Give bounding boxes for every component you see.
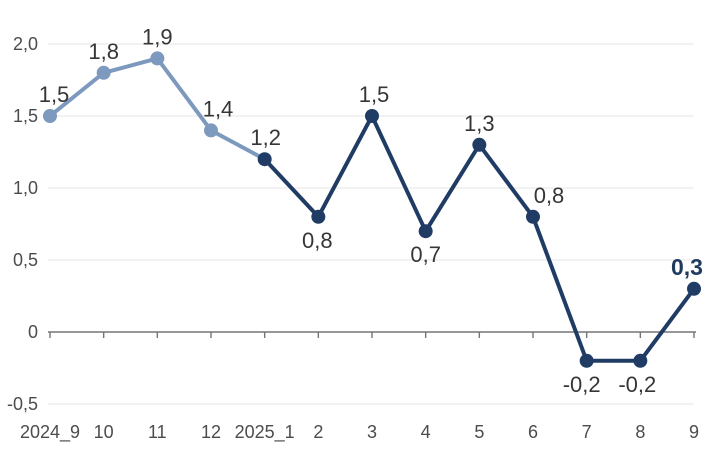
data-point-label: 1,5 <box>359 82 390 107</box>
x-axis-label: 6 <box>528 422 538 442</box>
x-axis-label: 9 <box>689 422 699 442</box>
data-point <box>579 353 594 368</box>
data-point <box>150 51 165 66</box>
data-point-label: -0,2 <box>618 372 656 397</box>
data-point <box>311 209 326 224</box>
x-axis-label: 2024_9 <box>20 422 80 443</box>
data-point <box>204 123 218 138</box>
data-point <box>257 152 272 167</box>
data-point-label: 0,3 <box>671 254 703 280</box>
data-point-label: 1,2 <box>250 125 281 150</box>
data-point-label: 1,3 <box>464 111 495 136</box>
data-point-label: 1,5 <box>39 82 70 107</box>
x-axis-label: 11 <box>148 422 167 442</box>
data-point-label: 0,8 <box>534 183 565 208</box>
data-point-label: 1,8 <box>88 39 119 64</box>
data-point <box>365 109 379 123</box>
x-axis-label: 2 <box>313 422 323 442</box>
x-axis-label: 10 <box>94 422 114 442</box>
data-point <box>43 109 57 123</box>
data-point <box>687 281 701 296</box>
x-axis-label: 2025_1 <box>235 422 295 443</box>
y-axis-label: 0 <box>28 322 38 342</box>
x-axis-label: 7 <box>582 422 592 442</box>
x-axis-label: 4 <box>421 422 431 442</box>
data-point <box>96 65 111 80</box>
data-point-label: 1,9 <box>142 24 173 49</box>
x-axis-label: 12 <box>201 422 221 442</box>
y-axis-label: 0,5 <box>13 250 38 270</box>
data-point <box>633 353 648 368</box>
data-point-label: 0,8 <box>302 228 333 253</box>
data-point-label: -0,2 <box>563 372 601 397</box>
x-axis-label: 3 <box>367 422 377 442</box>
y-axis-label: 1,5 <box>13 106 38 126</box>
x-axis-label: 5 <box>474 422 484 442</box>
data-point <box>472 137 487 152</box>
data-point <box>526 209 540 224</box>
y-axis-label: -0,5 <box>7 394 38 414</box>
data-point <box>418 224 433 239</box>
y-axis-label: 2,0 <box>13 34 38 54</box>
y-axis-label: 1,0 <box>13 178 38 198</box>
data-point-label: 1,4 <box>203 96 234 121</box>
data-point-label: 0,7 <box>410 242 441 267</box>
x-axis-label: 8 <box>635 422 645 442</box>
